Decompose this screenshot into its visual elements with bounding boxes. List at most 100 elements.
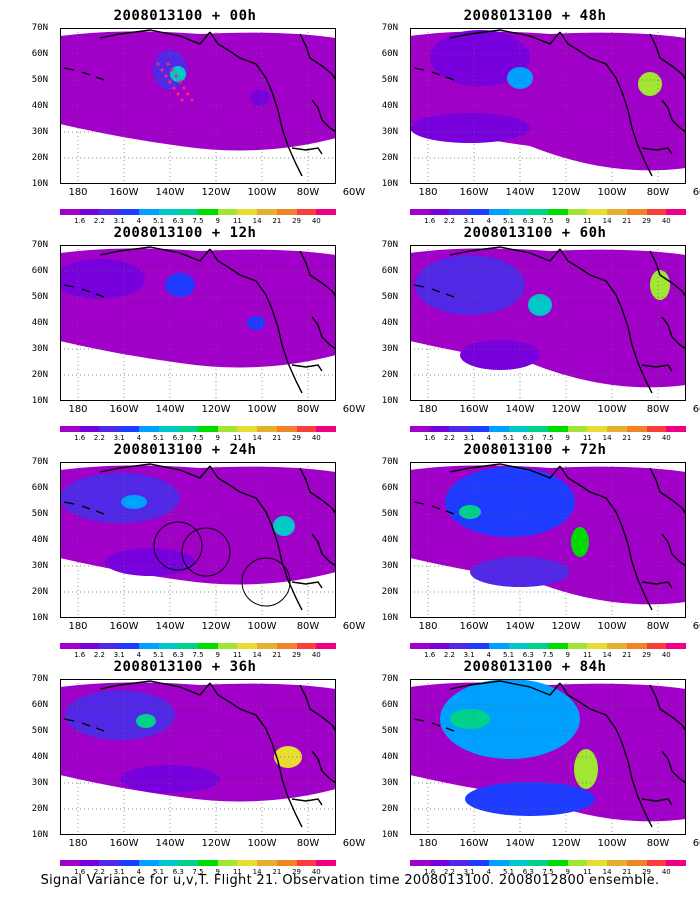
colorbar-swatch: [257, 643, 277, 649]
colorbar-swatch: [60, 643, 80, 649]
latitude-label: 50N: [31, 509, 48, 519]
colorbar-label: 29: [642, 434, 652, 442]
variance-field-contour: [507, 67, 533, 89]
longitude-label: 140W: [155, 404, 185, 415]
map-frame: [60, 462, 336, 618]
flight-track-point: [168, 80, 172, 84]
coastline: [641, 147, 673, 155]
colorbar-swatch: [79, 426, 100, 432]
colorbar-swatch: [548, 860, 568, 866]
latitude-label: 20N: [381, 370, 398, 380]
variance-field-contour: [445, 467, 575, 537]
coastline: [299, 467, 336, 515]
map-frame: [410, 462, 686, 618]
colorbar-labels: 1.6 2.2 3.1 4 5.1 6.3 7.5 9 11 14 21 29 40: [60, 434, 336, 443]
colorbar-label: 7.5: [542, 651, 554, 659]
flight-track-point: [190, 98, 194, 102]
colorbar-swatch: [178, 209, 199, 215]
map-area: [410, 245, 686, 401]
colorbar-swatch: [646, 426, 667, 432]
variance-field-contour: [95, 313, 165, 337]
colorbar-swatch: [276, 643, 297, 649]
colorbar-labels: 1.6 2.2 3.1 4 5.1 6.3 7.5 9 11 14 21 29 40: [410, 217, 686, 226]
coastline: [413, 284, 455, 298]
coastline: [63, 718, 105, 732]
latitude-label: 30N: [381, 127, 398, 137]
colorbar-label: 2.2: [93, 217, 105, 225]
colorbar-label: 11: [582, 651, 592, 659]
colorbar-label: 5.1: [152, 868, 165, 876]
colorbar-label: 21: [622, 434, 632, 442]
colorbar-swatch: [79, 209, 100, 215]
variance-field-base: [60, 31, 336, 151]
map-area: [410, 679, 686, 835]
colorbar: [410, 860, 687, 866]
map-area: [410, 28, 686, 184]
latitude-label: 70N: [381, 674, 398, 684]
colorbar-swatch: [488, 426, 509, 432]
latitude-label: 30N: [31, 561, 48, 571]
longitude-label: 160W: [109, 404, 139, 415]
colorbar-label: 1.6: [424, 868, 436, 876]
colorbar-swatch: [119, 426, 139, 432]
colorbar-label: 3.1: [463, 217, 475, 225]
colorbar-label: 11: [582, 434, 592, 442]
colorbar-swatch: [138, 426, 159, 432]
map-panel: 2008013100 + 24h 70N 60N 50N 40N 30N 20N 10N 180…: [20, 442, 366, 659]
colorbar-swatch: [296, 643, 317, 649]
longitude-label: 180: [418, 187, 438, 198]
colorbar-label: 14: [252, 434, 262, 442]
colorbar-label: 21: [622, 651, 632, 659]
longitude-label: 120W: [551, 838, 581, 849]
longitude-label: 120W: [551, 404, 581, 415]
coastline: [291, 581, 323, 589]
colorbar-label: 21: [622, 217, 632, 225]
longitude-label: 80W: [296, 187, 320, 198]
longitude-label: 100W: [597, 187, 627, 198]
colorbar-label: 2.2: [443, 434, 455, 442]
variance-field-contour: [65, 690, 175, 740]
coastline: [63, 284, 105, 298]
colorbar-label: 6.3: [522, 217, 534, 225]
longitude-label: 80W: [296, 621, 320, 632]
colorbar-labels: 1.6 2.2 3.1 4 5.1 6.3 7.5 9 11 14 21 29 40: [60, 868, 336, 877]
longitude-label: 100W: [247, 621, 277, 632]
latitude-label: 50N: [31, 75, 48, 85]
coastline: [99, 463, 211, 479]
longitude-label: 140W: [505, 187, 535, 198]
colorbar-label: 3.1: [113, 651, 125, 659]
flight-track-point: [176, 92, 180, 96]
variance-field-contour: [528, 294, 552, 316]
variance-field-contour: [465, 782, 595, 816]
colorbar-swatch: [646, 209, 667, 215]
latitude-label: 20N: [31, 153, 48, 163]
colorbar-label: 21: [622, 868, 632, 876]
colorbar-label: 5.1: [502, 651, 515, 659]
flight-track-point: [166, 62, 170, 66]
colorbar-swatch: [626, 426, 647, 432]
variance-field-contour: [250, 90, 270, 106]
latitude-label: 30N: [381, 561, 398, 571]
colorbar-swatch: [587, 209, 608, 215]
coastline: [649, 250, 686, 298]
colorbar-swatch: [316, 426, 337, 432]
longitude-label: 80W: [646, 838, 670, 849]
colorbar-label: 7.5: [192, 868, 204, 876]
longitude-label: 120W: [201, 404, 231, 415]
colorbar-label: 14: [252, 217, 262, 225]
colorbar-swatch: [410, 643, 430, 649]
coastline: [559, 465, 653, 611]
coastline: [661, 99, 686, 133]
colorbar-label: 40: [661, 217, 671, 225]
latitude-label: 20N: [381, 804, 398, 814]
coastline: [661, 533, 686, 567]
coastline: [299, 33, 336, 81]
colorbar-label: 2.2: [93, 434, 105, 442]
latitude-label: 10N: [381, 830, 398, 840]
colorbar-label: 9: [215, 651, 220, 659]
colorbar-swatch: [198, 643, 218, 649]
colorbar-swatch: [99, 209, 120, 215]
colorbar-swatch: [528, 426, 549, 432]
colorbar-label: 9: [565, 651, 570, 659]
colorbar-labels: 1.6 2.2 3.1 4 5.1 6.3 7.5 9 11 14 21 29 40: [410, 651, 686, 660]
